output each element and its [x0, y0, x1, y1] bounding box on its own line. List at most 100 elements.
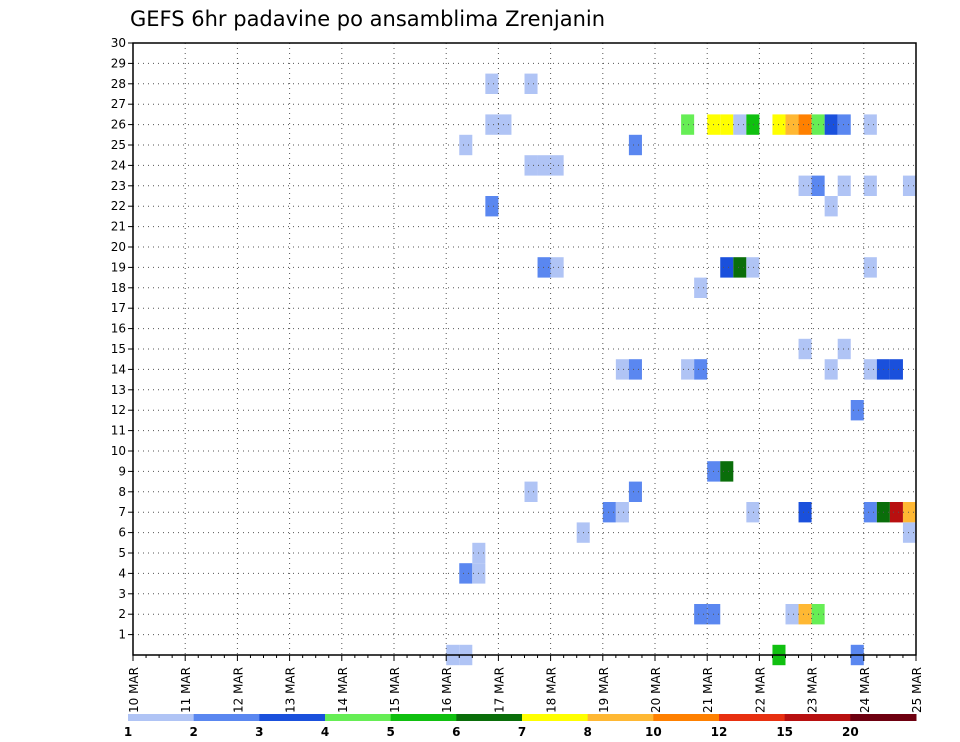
precip-cell [798, 338, 812, 360]
precip-cell [615, 359, 629, 380]
precipitation-cells [446, 73, 916, 666]
y-tick-label: 18 [111, 281, 126, 295]
colorbar-label: 7 [518, 725, 526, 739]
precip-cell [537, 257, 551, 278]
colorbar-label: 5 [386, 725, 394, 739]
colorbar-segment [653, 714, 720, 721]
colorbar-segment [719, 714, 786, 721]
precip-cell [524, 481, 538, 502]
y-tick-label: 20 [111, 240, 126, 254]
precip-cell [863, 257, 877, 278]
y-tick-label: 19 [111, 260, 126, 274]
x-tick-label: 12 MAR [231, 667, 245, 713]
precip-cell [863, 175, 877, 196]
chart-title: GEFS 6hr padavine po ansamblima Zrenjani… [130, 7, 605, 31]
precip-cell [550, 257, 564, 278]
y-tick-label: 10 [111, 444, 126, 458]
colorbar-segment [850, 714, 917, 721]
precip-cell [837, 338, 851, 360]
y-tick-label: 24 [111, 158, 126, 172]
colorbar-label: 8 [583, 725, 591, 739]
x-tick-label: 18 MAR [545, 667, 559, 713]
x-tick-label: 17 MAR [492, 667, 506, 713]
y-tick-label: 6 [118, 526, 126, 540]
y-tick-label: 30 [111, 36, 126, 50]
precip-cell [628, 359, 642, 380]
precip-cell [863, 502, 877, 523]
colorbar-label: 10 [645, 725, 662, 739]
precip-cell [537, 155, 551, 176]
precip-cell [615, 502, 629, 523]
precip-cell [720, 461, 734, 482]
precip-cell [733, 257, 747, 278]
x-tick-label: 20 MAR [649, 667, 663, 713]
x-tick-label: 14 MAR [336, 667, 350, 713]
y-tick-label: 26 [111, 118, 126, 132]
y-tick-label: 5 [118, 546, 126, 560]
precip-cell [459, 563, 473, 584]
precip-cell [746, 502, 760, 523]
x-tick-label: 15 MAR [388, 667, 402, 713]
colorbar-label: 4 [321, 725, 329, 739]
y-tick-label: 7 [118, 505, 126, 519]
colorbar-segment [193, 714, 260, 721]
colorbar-segment [522, 714, 589, 721]
x-tick-label: 21 MAR [701, 667, 715, 713]
precip-cell [798, 502, 812, 523]
precip-cell [837, 114, 851, 135]
y-tick-label: 22 [111, 199, 126, 213]
y-tick-label: 29 [111, 56, 126, 70]
precip-cell [485, 73, 499, 94]
y-tick-label: 16 [111, 322, 126, 336]
precip-cell [733, 114, 747, 135]
precip-cell [694, 359, 708, 380]
y-tick-label: 3 [118, 587, 126, 601]
colorbar-label: 15 [776, 725, 793, 739]
precip-cell [681, 114, 695, 135]
colorbar-label: 3 [255, 725, 263, 739]
y-tick-label: 21 [111, 220, 126, 234]
precip-cell [524, 155, 538, 176]
precip-cell [850, 400, 864, 421]
y-tick-label: 17 [111, 301, 126, 315]
precip-cell [902, 502, 916, 523]
colorbar: 1 2 3 4 5 6 7 8 10 12 15 20 [124, 714, 917, 739]
precip-cell [824, 114, 838, 135]
precip-cell [694, 604, 708, 625]
y-tick-label: 28 [111, 77, 126, 91]
colorbar-label: 12 [711, 725, 728, 739]
x-tick-label: 23 MAR [806, 667, 820, 713]
precip-cell [459, 134, 473, 156]
precip-cell [602, 502, 616, 523]
precip-cell [681, 359, 695, 380]
x-tick-label: 11 MAR [179, 667, 193, 713]
y-tick-label: 27 [111, 97, 126, 111]
precip-cell [785, 604, 799, 625]
y-tick-label: 23 [111, 179, 126, 193]
precip-cell [837, 175, 851, 196]
colorbar-segment [128, 714, 195, 721]
colorbar-segment [325, 714, 392, 721]
precip-cell [485, 196, 499, 217]
precip-cell [524, 73, 538, 94]
precip-cell [824, 196, 838, 217]
precip-cell [889, 502, 903, 523]
precip-cell [863, 114, 877, 135]
colorbar-label: 6 [452, 725, 460, 739]
y-tick-label: 2 [118, 607, 126, 621]
precip-cell [889, 359, 903, 380]
colorbar-segment [587, 714, 654, 721]
precip-cell [694, 277, 708, 298]
y-tick-label: 25 [111, 138, 126, 152]
precip-cell [485, 114, 499, 135]
precip-cell [720, 257, 734, 278]
y-tick-label: 13 [111, 383, 126, 397]
colorbar-segment [456, 714, 523, 721]
precip-cell [498, 114, 512, 135]
y-tick-label: 4 [118, 566, 126, 580]
x-tick-label: 13 MAR [284, 667, 298, 713]
precip-cell [798, 175, 812, 196]
x-tick-label: 10 MAR [127, 667, 141, 713]
y-tick-label: 14 [111, 362, 126, 376]
